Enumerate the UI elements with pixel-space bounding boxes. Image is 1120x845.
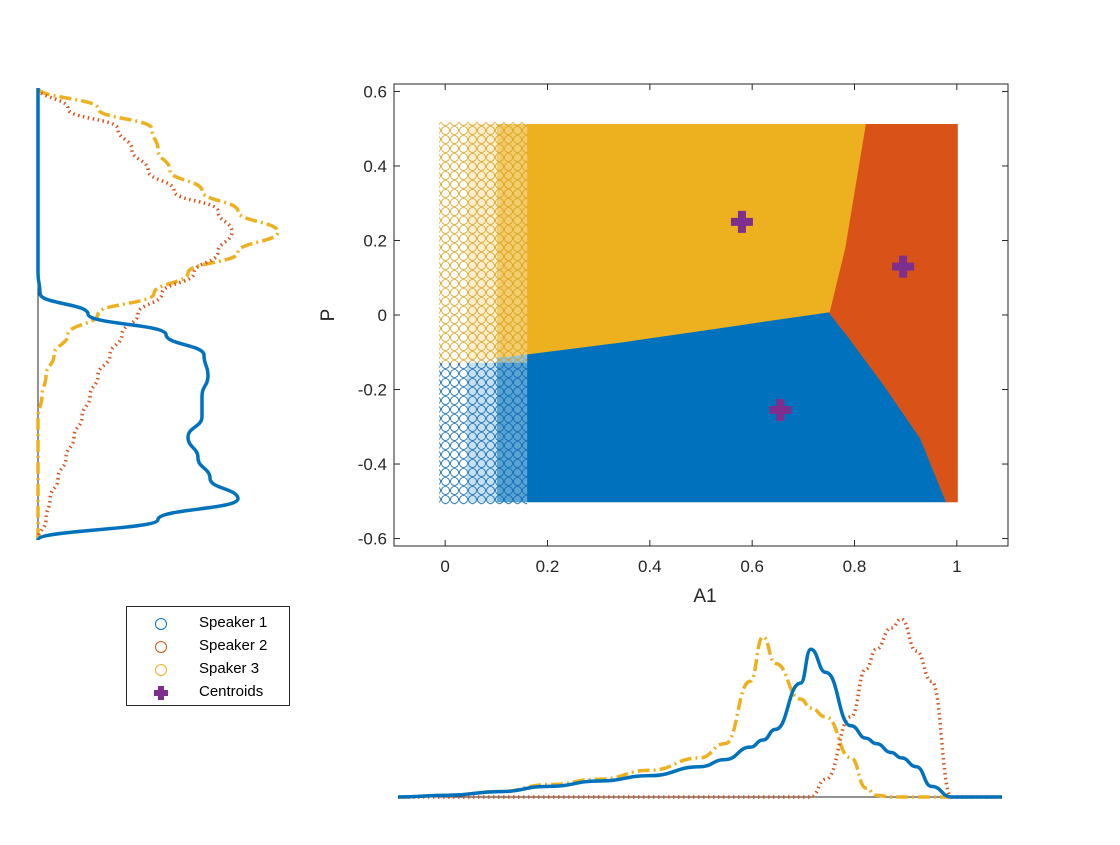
y-tick-label: -0.2 (358, 381, 387, 400)
x-tick-label: 0.2 (536, 557, 560, 576)
left-density-spaker-3 (36, 87, 280, 541)
legend-label: Centroids (199, 683, 264, 700)
x-axis-label: A1 (693, 586, 716, 607)
x-tick-label: 0.4 (638, 557, 662, 576)
circle-marker-icon (155, 664, 167, 676)
circle-marker-icon (155, 618, 167, 630)
scatter-marker-texture (467, 121, 498, 363)
x-tick-label: 1 (952, 557, 961, 576)
legend-label: Speaker 2 (199, 637, 268, 654)
bottom-density-axes (397, 617, 1002, 799)
x-tick-label: 0.8 (843, 557, 867, 576)
x-axis-ticks: 0 0.2 0.4 0.6 0.8 1 (440, 84, 962, 576)
left-density-axes (36, 87, 280, 542)
circle-marker-icon (155, 641, 167, 653)
scatter-plot-area (439, 121, 958, 505)
bottom-density-spaker-3 (397, 635, 1002, 799)
legend-item-centroids: Centroids (127, 681, 289, 703)
y-tick-label: 0.2 (363, 231, 387, 250)
legend-item-speaker-3: Spaker 3 (127, 658, 289, 680)
legend-label: Speaker 1 (199, 614, 268, 631)
legend: Speaker 1 Speaker 2 Spaker 3 Centroids (126, 606, 290, 706)
scatter-axes: 0 0.2 0.4 0.6 0.8 1 -0.6 -0.4 -0.2 0 0.2 0.4 0.6 A1 P (318, 82, 1009, 607)
y-tick-label: 0 (378, 306, 387, 325)
y-axis-label: P (318, 309, 339, 322)
x-tick-label: 0 (440, 557, 449, 576)
y-tick-label: -0.6 (358, 530, 387, 549)
centroid-marker (730, 210, 753, 233)
left-density-speaker-2 (36, 87, 234, 541)
series-spaker-3 (439, 121, 866, 363)
x-tick-label: 0.6 (740, 557, 764, 576)
legend-item-speaker-1: Speaker 1 (127, 612, 289, 634)
y-tick-label: 0.4 (363, 157, 387, 176)
bottom-density-speaker-1 (397, 647, 1002, 799)
left-density-speaker-1 (36, 88, 240, 542)
scatter-marker-texture (497, 121, 528, 363)
y-axis-ticks: -0.6 -0.4 -0.2 0 0.2 0.4 0.6 (358, 82, 1008, 549)
bottom-density-speaker-2 (397, 617, 1002, 799)
centroid-marker (892, 255, 915, 278)
plus-marker-icon (154, 686, 168, 700)
y-tick-label: 0.6 (363, 82, 387, 101)
scatter-marker-texture (439, 121, 468, 363)
centroid-marker (769, 399, 792, 422)
y-tick-label: -0.4 (358, 455, 387, 474)
legend-item-speaker-2: Speaker 2 (127, 635, 289, 657)
legend-label: Spaker 3 (199, 660, 260, 677)
